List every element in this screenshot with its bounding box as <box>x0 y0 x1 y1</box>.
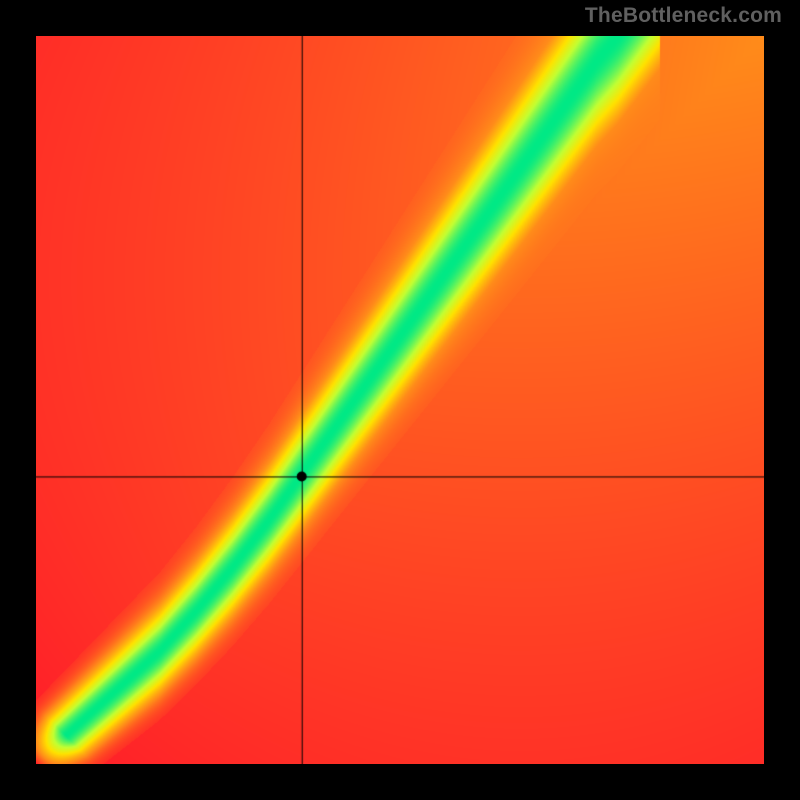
bottleneck-heatmap <box>36 36 764 764</box>
heatmap-container: { "watermark_text": "TheBottleneck.com",… <box>0 0 800 800</box>
watermark-text: TheBottleneck.com <box>585 4 782 28</box>
